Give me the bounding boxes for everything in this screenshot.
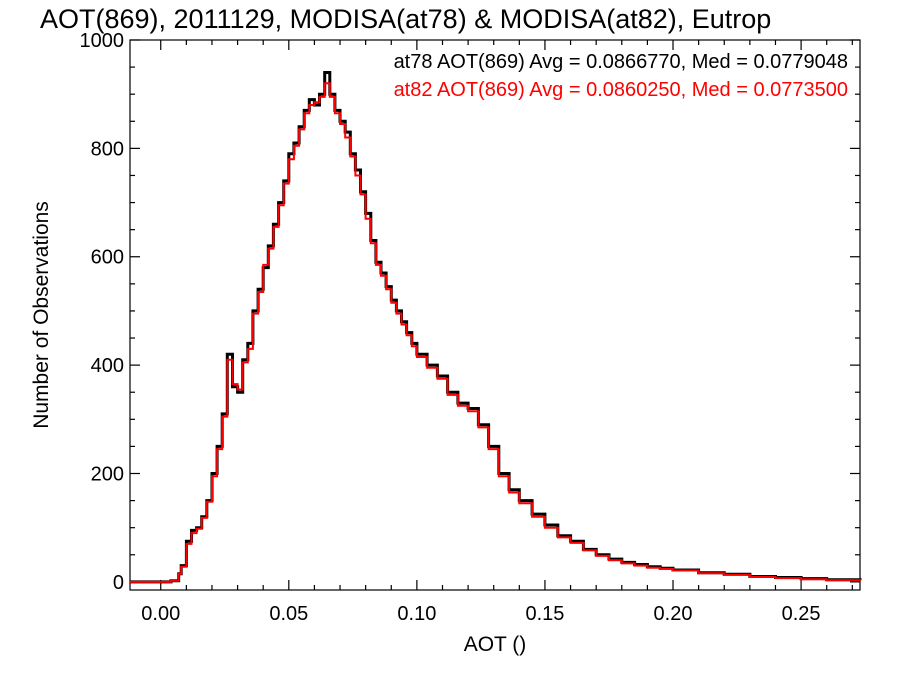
y-tick-label: 200 bbox=[91, 463, 124, 485]
x-tick-label: 0.05 bbox=[269, 603, 308, 625]
chart-title: AOT(869), 2011129, MODISA(at78) & MODISA… bbox=[40, 4, 771, 34]
y-tick-label: 800 bbox=[91, 138, 124, 160]
series-at82-line bbox=[130, 82, 861, 583]
plot-frame bbox=[129, 39, 861, 591]
axis-ticks: 0.00 0.05 0.10 0.15 0.20 0.25 0 200 400 600 800 100… bbox=[80, 30, 860, 625]
y-tick-label: 0 bbox=[113, 572, 124, 594]
x-tick-label: 0.20 bbox=[654, 603, 693, 625]
legend-entry-at78: at78 AOT(869) Avg = 0.0866770, Med = 0.0… bbox=[394, 51, 848, 73]
series-layer bbox=[130, 71, 862, 584]
x-tick-label: 0.00 bbox=[141, 603, 180, 625]
y-tick-label: 1000 bbox=[80, 30, 125, 52]
y-tick-label: 400 bbox=[91, 355, 124, 377]
legend-entry-at82: at82 AOT(869) Avg = 0.0860250, Med = 0.0… bbox=[394, 79, 848, 101]
x-tick-label: 0.10 bbox=[397, 603, 436, 625]
x-tick-label: 0.15 bbox=[525, 603, 564, 625]
y-axis-label: Number of Observations bbox=[30, 201, 53, 429]
y-tick-label: 600 bbox=[91, 247, 124, 269]
x-tick-label: 0.25 bbox=[782, 603, 821, 625]
x-axis-label: AOT () bbox=[464, 633, 527, 656]
series-at78-line bbox=[130, 71, 862, 584]
